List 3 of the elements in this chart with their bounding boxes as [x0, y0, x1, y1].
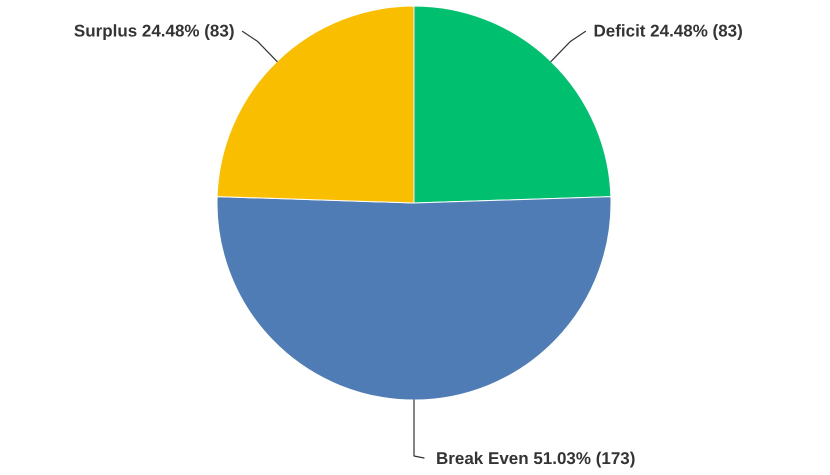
slice-label: Surplus 24.48% (83)	[74, 21, 234, 40]
slice-label: Deficit 24.48% (83)	[594, 21, 743, 40]
slice-label: Break Even 51.03% (173)	[436, 449, 636, 468]
